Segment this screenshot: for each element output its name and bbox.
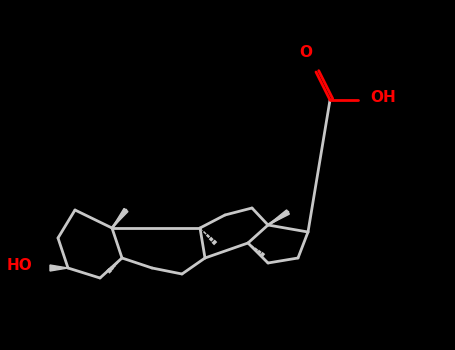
Text: HO: HO: [6, 258, 32, 273]
Polygon shape: [112, 209, 128, 228]
Polygon shape: [50, 265, 68, 271]
Polygon shape: [268, 210, 289, 225]
Text: O: O: [299, 45, 313, 60]
Text: OH: OH: [370, 91, 396, 105]
